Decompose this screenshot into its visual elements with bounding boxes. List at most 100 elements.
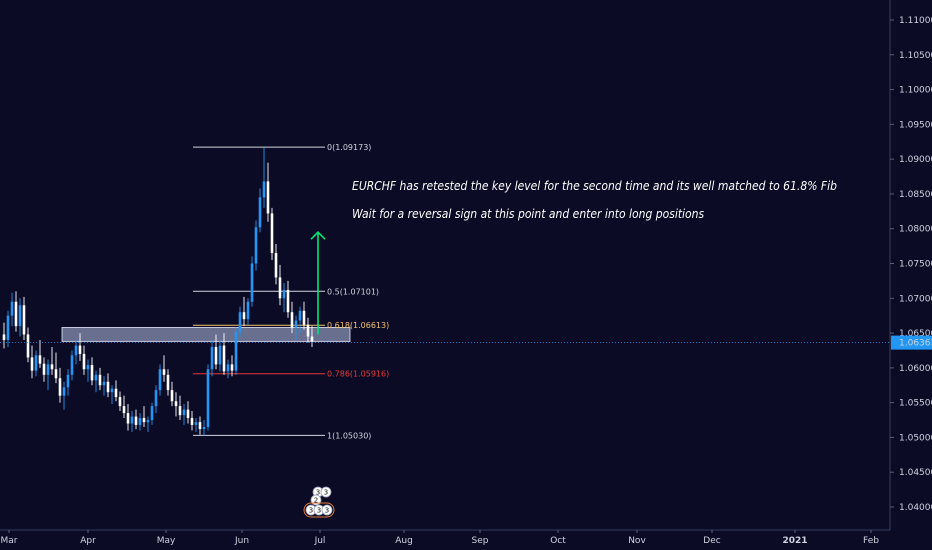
candle[interactable] [130, 410, 134, 432]
candle[interactable] [74, 340, 78, 365]
candle[interactable] [278, 264, 282, 306]
candle[interactable] [118, 391, 122, 411]
candle[interactable] [306, 317, 310, 343]
candle-body [198, 422, 202, 430]
candle[interactable] [126, 404, 130, 431]
candle[interactable] [14, 291, 18, 332]
candle[interactable] [170, 381, 174, 407]
candle[interactable] [250, 256, 254, 307]
candle[interactable] [42, 357, 46, 382]
candle[interactable] [50, 346, 54, 375]
candle[interactable] [162, 355, 166, 382]
candle[interactable] [62, 381, 66, 410]
candle-body [142, 417, 146, 423]
event-badge[interactable]: 3 [321, 504, 333, 516]
candle[interactable] [266, 162, 270, 222]
candle[interactable] [86, 359, 90, 382]
candle[interactable] [30, 345, 34, 379]
candle[interactable] [10, 292, 14, 327]
candle[interactable] [58, 367, 62, 403]
candle[interactable] [242, 296, 246, 327]
candle[interactable] [254, 220, 258, 271]
candle-body [10, 301, 14, 316]
candle[interactable] [258, 188, 262, 233]
candle[interactable] [70, 350, 74, 381]
candle-body [158, 369, 162, 391]
candle[interactable] [22, 296, 26, 341]
candle[interactable] [122, 395, 126, 418]
candle-body [98, 374, 102, 386]
candle[interactable] [206, 364, 210, 431]
candle-body [270, 213, 274, 254]
candle[interactable] [166, 369, 170, 396]
candle[interactable] [202, 420, 206, 436]
candle[interactable] [290, 301, 294, 334]
candle[interactable] [230, 355, 234, 377]
candle[interactable] [174, 392, 178, 417]
candle[interactable] [190, 410, 194, 431]
candle[interactable] [226, 359, 230, 379]
candle[interactable] [38, 340, 42, 368]
candle[interactable] [246, 298, 250, 325]
candle[interactable] [78, 333, 82, 361]
candle[interactable] [150, 402, 154, 425]
candle[interactable] [66, 369, 70, 396]
candle[interactable] [294, 315, 298, 341]
price-axis[interactable]: 1.11000 1.10500 1.10000 1.09500 1.09000 1.085… [889, 0, 932, 530]
candle[interactable] [178, 395, 182, 421]
candle[interactable] [218, 340, 222, 372]
candle[interactable] [6, 310, 10, 347]
candle[interactable] [238, 306, 242, 337]
candle[interactable] [274, 244, 278, 285]
candle[interactable] [82, 345, 86, 375]
candle[interactable] [54, 352, 58, 384]
candle[interactable] [2, 322, 6, 349]
candle[interactable] [46, 359, 50, 391]
candle[interactable] [282, 282, 286, 313]
candle[interactable] [214, 334, 218, 370]
candle[interactable] [94, 370, 98, 393]
support-zone[interactable] [61, 327, 351, 342]
time-axis[interactable]: Mar Apr May Jun Jul Aug Sep Oct Nov Dec 2021 Feb [0, 529, 890, 546]
candle[interactable] [186, 401, 190, 424]
candle[interactable] [142, 406, 146, 427]
candle[interactable] [110, 385, 114, 405]
candle[interactable] [194, 417, 198, 432]
candle[interactable] [210, 340, 214, 377]
candle[interactable] [146, 416, 150, 432]
candle[interactable] [198, 416, 202, 435]
candle[interactable] [222, 333, 226, 375]
candle-body [282, 289, 286, 299]
candle[interactable] [262, 147, 266, 208]
candle[interactable] [234, 327, 238, 375]
candle[interactable] [26, 327, 30, 363]
candle[interactable] [34, 350, 38, 377]
event-badge-label: 3 [309, 507, 313, 515]
price-tick-label: 1.09000 [899, 155, 932, 165]
candle-body [166, 374, 170, 391]
time-tick-label: Sep [472, 536, 489, 546]
candle-body [310, 336, 314, 342]
candle[interactable] [134, 409, 138, 430]
candle[interactable] [18, 298, 22, 337]
candle[interactable] [102, 376, 106, 396]
candle[interactable] [90, 357, 94, 386]
candle[interactable] [138, 413, 142, 431]
candle[interactable] [182, 404, 186, 425]
candle[interactable] [154, 385, 158, 414]
candle[interactable] [302, 301, 306, 330]
candle[interactable] [158, 364, 162, 396]
candle[interactable] [106, 373, 110, 398]
candle[interactable] [270, 207, 274, 261]
candle[interactable] [310, 326, 314, 347]
candle[interactable] [114, 380, 118, 402]
candle[interactable] [98, 367, 102, 391]
candle-body [42, 363, 46, 375]
candle-body [18, 305, 22, 327]
candle[interactable] [298, 306, 302, 334]
event-badge[interactable]: 3 [320, 486, 332, 498]
current-price-tag[interactable]: 1.06363 [891, 335, 932, 350]
candle[interactable] [286, 280, 290, 318]
